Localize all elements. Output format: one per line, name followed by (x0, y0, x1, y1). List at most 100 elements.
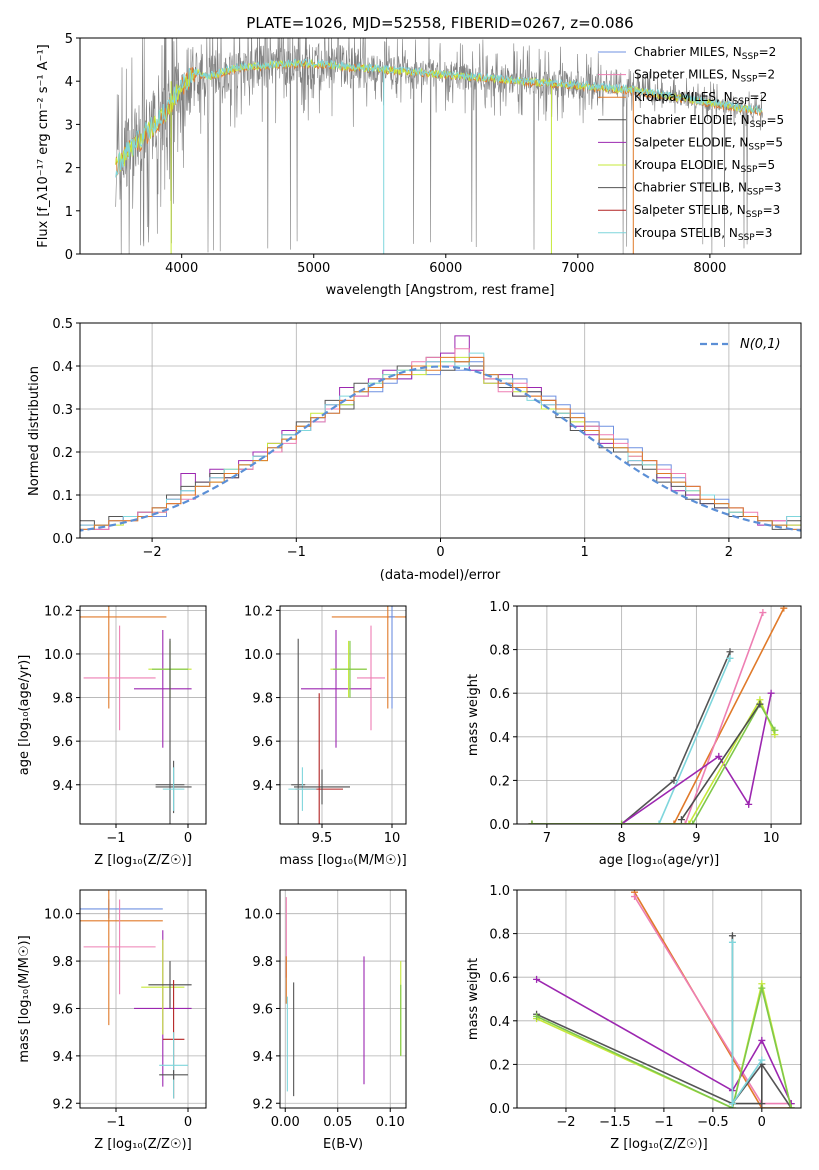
residuals-frame (79, 322, 802, 539)
residuals-plot-area (80, 323, 801, 538)
mass-weight-marker (771, 726, 779, 734)
x-tick-label: 10 (763, 831, 780, 846)
y-tick-label: 3 (65, 118, 73, 133)
y-tick-label: 10.0 (244, 908, 273, 923)
y-tick-label: 9.6 (52, 1002, 73, 1017)
residuals-legend: N(0,1) (700, 337, 781, 352)
y-tick-label: 0.8 (489, 928, 510, 943)
massweight-vs-z-frame (516, 889, 802, 1109)
y-tick-label: 9.4 (252, 779, 273, 794)
y-tick-label: 1 (65, 205, 73, 220)
age-vs-z-x-label: Z [log₁₀(Z/Z☉)] (94, 853, 191, 868)
mass-vs-z-panel: −1 0 9.2 9.4 9.6 9.8 10.0 (44, 889, 207, 1130)
y-tick-label: 0.0 (52, 532, 73, 547)
mass-weight-marker (726, 648, 734, 656)
age-vs-mass-panel: 9.5 10 9.4 9.6 9.8 10.0 10.2 (244, 604, 407, 846)
y-tick-label: 10.0 (244, 648, 273, 663)
mass-weight-line (531, 693, 772, 824)
age-vs-mass-plot-area (280, 606, 406, 824)
y-tick-label: 10.0 (44, 648, 73, 663)
mass-weight-marker (681, 820, 689, 824)
y-tick-label: 9.4 (52, 779, 73, 794)
x-tick-label: −2 (556, 1115, 575, 1130)
massweight-vs-age-panel: 7 8 9 10 0.0 0.2 0.4 0.6 0.8 1.0 (489, 600, 802, 846)
x-tick-label: 0 (436, 545, 444, 560)
y-tick-label: 9.8 (52, 955, 73, 970)
y-tick-label: 4 (65, 75, 73, 90)
x-tick-label: 6000 (429, 261, 462, 276)
mass-weight-marker (689, 820, 697, 824)
massweight-vs-z-panel: −2 −1.5 −1 −0.5 0 0.0 0.2 0.4 0.6 0.8 1.0 (489, 884, 802, 1130)
spectrum-plot-area (115, 38, 763, 254)
x-tick-label: 9.5 (312, 831, 333, 846)
y-tick-label: 0.2 (489, 774, 510, 789)
mass-vs-ebv-plot-area (280, 890, 406, 1108)
residuals-x-label: (data-model)/error (380, 568, 501, 583)
spectrum-panel: 4000 5000 6000 7000 8000 0 1 2 3 4 5 (65, 32, 802, 276)
chart-title: PLATE=1026, MJD=52558, FIBERID=0267, z=0… (246, 14, 633, 32)
mass-weight-marker (758, 1100, 766, 1108)
y-tick-label: 9.8 (252, 955, 273, 970)
x-tick-label: 4000 (165, 261, 198, 276)
legend-entry: Chabrier ELODIE, NSSP=5 (634, 113, 784, 130)
y-tick-label: 1.0 (489, 884, 510, 899)
x-tick-label: −1 (654, 1115, 673, 1130)
mass-weight-marker (780, 606, 788, 612)
y-tick-label: 9.4 (52, 1050, 73, 1065)
x-tick-label: 1 (581, 545, 589, 560)
x-tick-label: −1 (287, 545, 306, 560)
mass-weight-marker (759, 609, 767, 617)
age-vs-mass-frame (279, 605, 407, 825)
mass-weight-marker (533, 1012, 541, 1020)
residuals-panel: −2 −1 0 1 2 0.0 0.1 0.2 0.3 0.4 0.5 (52, 317, 802, 560)
mass-weight-marker (670, 776, 678, 784)
y-tick-label: 0.0 (489, 818, 510, 833)
y-tick-label: 0.5 (52, 317, 73, 332)
mass-weight-line (536, 1013, 792, 1108)
spectrum-frame (79, 37, 802, 255)
x-tick-label: 8000 (693, 261, 726, 276)
mass-weight-line (531, 651, 731, 824)
legend-entry: Salpeter STELIB, NSSP=3 (634, 203, 780, 220)
y-tick-label: 0.8 (489, 644, 510, 659)
y-tick-label: 2 (65, 162, 73, 177)
y-tick-label: 9.6 (52, 735, 73, 750)
mass-weight-line (531, 657, 731, 824)
x-tick-label: −2 (143, 545, 162, 560)
mass-weight-marker (728, 932, 736, 940)
mass-weight-line (536, 978, 792, 1104)
spectrum-x-label: wavelength [Angstrom, rest frame] (326, 283, 555, 298)
y-tick-label: 10.0 (44, 908, 73, 923)
age-vs-z-plot-area (80, 606, 206, 824)
age-vs-z-y-label: age [log₁₀(age/yr)] (17, 655, 32, 776)
x-tick-label: 0 (758, 1115, 766, 1130)
mass-vs-z-y-label: mass [log₁₀(M/M☉)] (17, 935, 32, 1062)
mass-vs-z-frame (79, 889, 207, 1109)
y-tick-label: 9.6 (252, 1002, 273, 1017)
x-tick-label: −1 (106, 831, 125, 846)
y-tick-label: 9.2 (52, 1097, 73, 1112)
massweight-vs-z-plot-area (517, 890, 801, 1108)
mass-weight-marker (655, 820, 663, 824)
mass-weight-marker (758, 1056, 766, 1064)
age-vs-z-panel: −1 0 9.4 9.6 9.8 10.0 10.2 (44, 604, 207, 846)
age-vs-mass-x-label: mass [log₁₀(M/M☉)] (279, 853, 406, 868)
x-tick-label: 0.10 (376, 1115, 405, 1130)
mass-weight-marker (685, 820, 693, 824)
mass-weight-marker (756, 700, 764, 708)
mass-vs-z-plot-area (80, 890, 206, 1108)
mass-weight-marker (618, 820, 626, 824)
mass-weight-marker (745, 800, 753, 808)
y-tick-label: 5 (65, 32, 73, 47)
x-tick-label: −0.5 (697, 1115, 729, 1130)
y-tick-label: 0.6 (489, 971, 510, 986)
mass-vs-ebv-frame (279, 889, 407, 1109)
residuals-y-label: Normed distribution (27, 366, 42, 496)
x-tick-label: 8 (617, 831, 625, 846)
mass-weight-line (531, 607, 785, 824)
age-vs-z-frame (79, 605, 207, 825)
mass-weight-marker (715, 752, 723, 760)
x-tick-label: 10 (384, 831, 401, 846)
mass-weight-marker (728, 938, 736, 946)
